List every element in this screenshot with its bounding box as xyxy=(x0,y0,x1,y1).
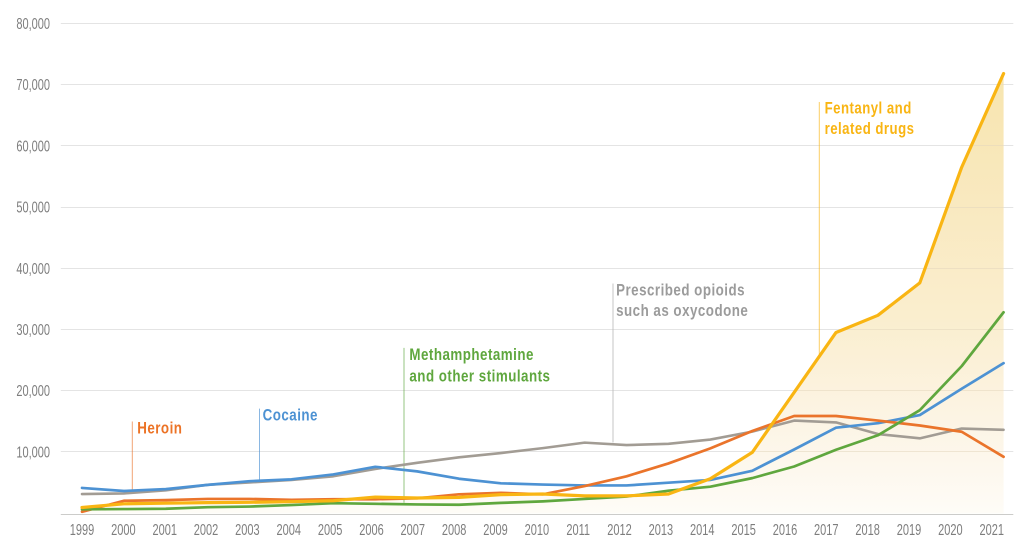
svg-text:and other stimulants: and other stimulants xyxy=(409,367,550,386)
svg-text:2010: 2010 xyxy=(525,521,549,538)
svg-text:related drugs: related drugs xyxy=(825,120,915,139)
svg-text:Prescribed opioids: Prescribed opioids xyxy=(616,281,745,300)
svg-text:2005: 2005 xyxy=(318,521,342,538)
svg-text:2013: 2013 xyxy=(649,521,673,538)
svg-text:2021: 2021 xyxy=(979,521,1003,538)
svg-text:2004: 2004 xyxy=(277,521,302,538)
svg-text:10,000: 10,000 xyxy=(16,444,50,461)
svg-text:2007: 2007 xyxy=(401,521,425,538)
svg-text:Methamphetamine: Methamphetamine xyxy=(409,346,534,365)
svg-text:Cocaine: Cocaine xyxy=(263,406,318,425)
svg-text:50,000: 50,000 xyxy=(16,199,50,216)
svg-text:2000: 2000 xyxy=(111,521,135,538)
svg-text:2014: 2014 xyxy=(690,521,715,538)
svg-text:2019: 2019 xyxy=(897,521,921,538)
svg-text:2018: 2018 xyxy=(855,521,879,538)
svg-text:Fentanyl and: Fentanyl and xyxy=(825,99,912,118)
svg-text:Heroin: Heroin xyxy=(137,419,182,438)
svg-text:2003: 2003 xyxy=(235,521,259,538)
svg-text:2012: 2012 xyxy=(607,521,631,538)
svg-text:30,000: 30,000 xyxy=(16,321,50,338)
svg-text:2002: 2002 xyxy=(194,521,218,538)
svg-text:2020: 2020 xyxy=(938,521,962,538)
svg-text:2011: 2011 xyxy=(566,521,590,538)
svg-text:60,000: 60,000 xyxy=(16,138,50,155)
svg-text:80,000: 80,000 xyxy=(16,15,50,32)
svg-text:2017: 2017 xyxy=(814,521,838,538)
svg-text:2006: 2006 xyxy=(359,521,383,538)
svg-text:70,000: 70,000 xyxy=(16,76,50,93)
svg-text:1999: 1999 xyxy=(70,521,94,538)
svg-text:40,000: 40,000 xyxy=(16,260,50,277)
svg-text:2001: 2001 xyxy=(152,521,176,538)
svg-text:2008: 2008 xyxy=(442,521,466,538)
svg-text:2015: 2015 xyxy=(731,521,755,538)
svg-text:such as oxycodone: such as oxycodone xyxy=(616,302,748,321)
svg-text:20,000: 20,000 xyxy=(16,382,50,399)
svg-text:2016: 2016 xyxy=(773,521,797,538)
svg-text:2009: 2009 xyxy=(483,521,507,538)
